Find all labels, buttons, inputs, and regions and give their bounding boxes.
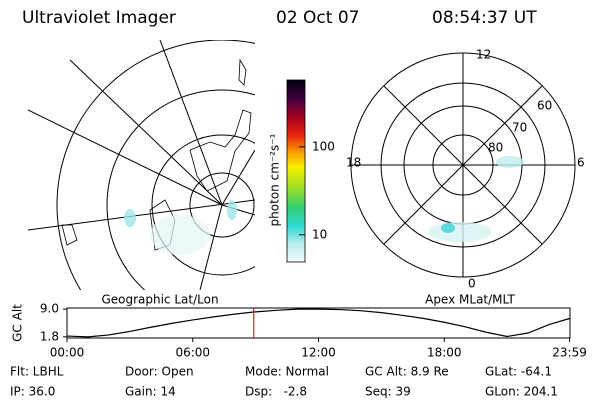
colorbar-label: photon cm⁻²s⁻¹ xyxy=(268,133,282,226)
info-field: Door: Open xyxy=(125,365,194,379)
alt-line xyxy=(66,308,571,338)
info-field: Dsp: -2.8 xyxy=(245,385,307,399)
mlt-label: 0 xyxy=(468,277,476,291)
x-tick-label: 23:59 xyxy=(552,346,587,360)
info-field: IP: 36.0 xyxy=(10,385,55,399)
colorbar-ticks: 10 100 xyxy=(299,139,335,241)
colorbar-tick-label: 100 xyxy=(312,139,335,153)
mlat-label: 80 xyxy=(488,141,503,155)
info-panel: Flt: LBHL Door: Open Mode: Normal GC Alt: 8… xyxy=(10,365,558,399)
info-field: Mode: Normal xyxy=(245,365,329,379)
mlt-label: 12 xyxy=(476,48,491,62)
alt-plot: 1.8 9.0 00:00 06:00 12:00 18:00 23:59 xyxy=(40,302,587,360)
x-tick-label: 06:00 xyxy=(175,346,210,360)
info-field: GLat: -64.1 xyxy=(485,365,552,379)
info-field: Gain: 14 xyxy=(125,385,176,399)
y-tick-label: 1.8 xyxy=(40,329,59,343)
colorbar xyxy=(286,79,306,263)
info-field: GC Alt: 8.9 Re xyxy=(365,365,449,379)
geo-map xyxy=(28,40,255,290)
date: 02 Oct 07 xyxy=(276,8,359,28)
mlat-label: 60 xyxy=(537,99,552,113)
info-field: Seq: 39 xyxy=(365,385,411,399)
apex-label: Apex MLat/MLT xyxy=(425,293,515,307)
x-tick-label: 18:00 xyxy=(427,346,462,360)
y-label: GC Alt xyxy=(11,304,25,342)
time: 08:54:37 UT xyxy=(432,8,537,28)
x-tick-label: 00:00 xyxy=(50,346,85,360)
info-field: Flt: LBHL xyxy=(10,365,64,379)
mlat-label: 70 xyxy=(512,121,527,135)
info-field: GLon: 204.1 xyxy=(485,385,558,399)
polar-map xyxy=(350,52,576,278)
mlt-label: 18 xyxy=(346,156,361,170)
x-tick-label: 12:00 xyxy=(301,346,336,360)
y-tick-label: 9.0 xyxy=(40,302,59,316)
colorbar-tick-label: 10 xyxy=(312,227,327,241)
geo-label: Geographic Lat/Lon xyxy=(101,293,218,307)
instrument: Ultraviolet Imager xyxy=(22,8,176,28)
mlt-label: 6 xyxy=(577,156,585,170)
